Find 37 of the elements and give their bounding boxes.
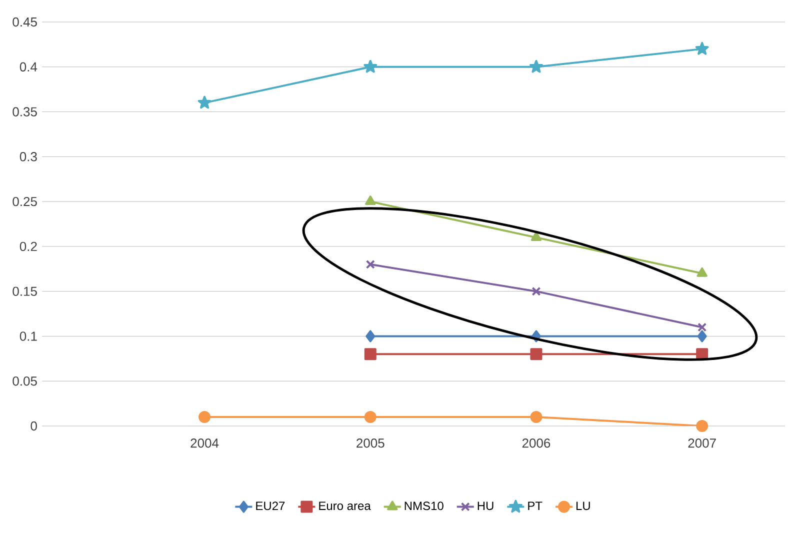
point (530, 411, 542, 424)
point (696, 267, 708, 277)
legend-label: LU (576, 502, 590, 510)
y-tick-label: 0.3 (20, 152, 37, 162)
legend-label: EU27 (256, 502, 285, 510)
x-tick-label: 2006 (522, 438, 550, 448)
y-tick-label: 0.05 (12, 376, 37, 386)
x-tick-label: 2007 (688, 438, 716, 448)
point (532, 286, 541, 296)
point (364, 348, 376, 360)
point (366, 260, 375, 269)
point (198, 96, 212, 109)
point (530, 348, 542, 360)
point (698, 322, 707, 332)
point (364, 411, 376, 424)
x-tick-label: 2005 (356, 438, 384, 448)
y-tick-label: 0.4 (20, 62, 38, 72)
point (695, 42, 709, 55)
y-tick-label: 0.35 (12, 107, 37, 116)
x-tick-label: 2004 (190, 438, 219, 448)
legend-label: PT (528, 502, 542, 510)
point (530, 60, 543, 73)
legend-label: HU (478, 502, 494, 510)
point (366, 330, 376, 342)
y-tick-label: 0.15 (12, 286, 37, 296)
point (696, 420, 708, 432)
legend-label: Euro area (319, 502, 371, 510)
point (697, 330, 707, 342)
y-tick-label: 0 (30, 421, 37, 431)
legend-label: NMS10 (404, 502, 444, 510)
point (365, 196, 376, 206)
y-tick-label: 0.1 (20, 332, 37, 341)
point (364, 60, 378, 73)
y-tick-label: 0.45 (12, 17, 37, 27)
y-tick-label: 0.25 (12, 196, 37, 206)
y-tick-label: 0.2 (20, 242, 37, 252)
point (198, 411, 211, 424)
